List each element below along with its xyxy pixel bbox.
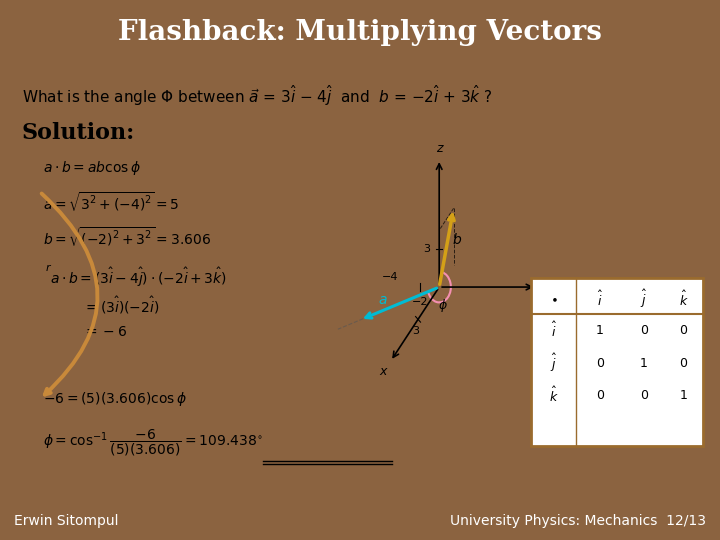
Text: −4: −4 (382, 272, 398, 282)
Text: $\phi = \cos^{-1}\dfrac{-6}{(5)(3.606)} = 109.438^{\circ}$: $\phi = \cos^{-1}\dfrac{-6}{(5)(3.606)} … (43, 428, 263, 458)
Text: University Physics: Mechanics  12/13: University Physics: Mechanics 12/13 (449, 514, 706, 528)
Text: Flashback: Multiplying Vectors: Flashback: Multiplying Vectors (118, 19, 602, 46)
Text: $\hat{i}$: $\hat{i}$ (597, 289, 603, 309)
FancyBboxPatch shape (531, 278, 703, 446)
Text: $-6 = (5)(3.606)\cos\phi$: $-6 = (5)(3.606)\cos\phi$ (43, 390, 187, 408)
Text: What is the angle $\Phi$ between $\vec{a}$ = 3$\hat{i}$ $-$ 4$\hat{j}$  and  $b$: What is the angle $\Phi$ between $\vec{a… (22, 83, 492, 108)
Text: $a = \sqrt{3^2+(-4)^2} = 5$: $a = \sqrt{3^2+(-4)^2} = 5$ (43, 191, 180, 214)
Text: $a \cdot b = ab\cos\phi$: $a \cdot b = ab\cos\phi$ (43, 159, 141, 177)
Text: 1: 1 (680, 389, 688, 402)
Text: 3: 3 (412, 326, 419, 336)
Text: $= (3\hat{i})(-2\hat{i})$: $= (3\hat{i})(-2\hat{i})$ (83, 295, 159, 316)
Text: 0: 0 (640, 389, 648, 402)
Text: $\hat{j}$: $\hat{j}$ (640, 288, 647, 310)
Text: x: x (379, 365, 387, 378)
Text: −2: −2 (412, 298, 428, 307)
Text: 1: 1 (640, 356, 648, 369)
Text: 0: 0 (640, 324, 648, 337)
Text: $\bullet$: $\bullet$ (549, 293, 557, 306)
Text: $b$: $b$ (452, 232, 462, 247)
Text: 0: 0 (595, 356, 604, 369)
Text: 0: 0 (680, 356, 688, 369)
Text: z: z (436, 143, 443, 156)
Text: $\hat{i}$: $\hat{i}$ (551, 321, 557, 340)
Text: r: r (45, 263, 50, 273)
Text: 0: 0 (680, 324, 688, 337)
Text: Erwin Sitompul: Erwin Sitompul (14, 514, 119, 528)
Text: $b = \sqrt{(-2)^2+3^2} = 3.606$: $b = \sqrt{(-2)^2+3^2} = 3.606$ (43, 226, 211, 249)
Text: $\hat{j}$: $\hat{j}$ (550, 352, 557, 374)
Text: $\hat{k}$: $\hat{k}$ (549, 386, 558, 405)
Text: $a \cdot b = (3\hat{i}-4\hat{j})\cdot(-2\hat{i}+3\hat{k})$: $a \cdot b = (3\hat{i}-4\hat{j})\cdot(-2… (50, 265, 228, 288)
Text: $a$: $a$ (378, 293, 387, 307)
Text: y: y (541, 281, 548, 294)
Text: 0: 0 (595, 389, 604, 402)
Text: 1: 1 (596, 324, 603, 337)
Text: $\hat{k}$: $\hat{k}$ (679, 289, 688, 309)
Text: $\phi$: $\phi$ (438, 297, 448, 314)
Text: $= -6$: $= -6$ (83, 325, 127, 339)
Text: 3: 3 (423, 244, 430, 254)
Text: Solution:: Solution: (22, 122, 135, 144)
